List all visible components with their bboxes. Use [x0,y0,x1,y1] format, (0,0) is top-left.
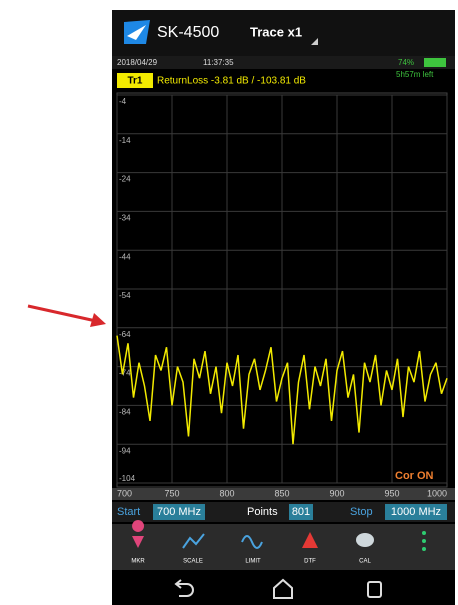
trace-name: Tr1 [127,76,142,87]
battery-icon [424,58,446,67]
stop-label: Stop [350,506,373,518]
y-tick-label: -74 [119,369,131,378]
cor-status: Cor ON [395,470,434,482]
y-tick-label: -54 [119,291,131,300]
menu-dot[interactable] [422,531,426,535]
page: {"header": {"app_name": "SK-4500", "trac… [0,0,458,605]
stop-value[interactable]: 1000 MHz [391,506,441,518]
y-tick-label: -84 [119,408,131,417]
chart-title: ReturnLoss -3.81 dB / -103.81 dB [157,76,306,87]
x-tick-label: 750 [164,488,179,498]
y-tick-label: -64 [119,330,131,339]
cal-icon[interactable] [356,533,374,547]
toolbar-label[interactable]: CAL [359,559,371,565]
y-tick-label: -34 [119,214,131,223]
x-tick-label: 900 [329,488,344,498]
status-date: 2018/04/29 [117,58,158,67]
start-value[interactable]: 700 MHz [157,506,201,518]
x-tick-label: 850 [274,488,289,498]
pointer-arrow [28,306,96,321]
x-tick-label: 700 [117,488,132,498]
toolbar-label[interactable]: SCALE [183,559,203,565]
app-name: SK-4500 [157,24,219,41]
x-tick-label: 950 [384,488,399,498]
status-battery: 74% [398,58,414,67]
x-tick-label: 1000 [427,488,447,498]
status-time: 11:37:35 [203,58,234,67]
toolbar [112,524,455,570]
menu-dot[interactable] [422,547,426,551]
points-value[interactable]: 801 [292,506,310,518]
trace-mode[interactable]: Trace x1 [250,24,302,39]
y-tick-label: -24 [119,175,131,184]
start-label: Start [117,506,140,518]
toolbar-label[interactable]: LIMIT [245,559,261,565]
y-tick-label: -94 [119,446,131,455]
points-label: Points [247,506,278,518]
toolbar-label[interactable]: DTF [304,559,316,565]
menu-dot[interactable] [422,539,426,543]
y-tick-label: -4 [119,97,127,106]
x-tick-label: 800 [219,488,234,498]
y-tick-label: -14 [119,136,131,145]
y-tick-label: -104 [119,474,136,483]
y-tick-label: -44 [119,252,131,261]
toolbar-label[interactable]: MKR [131,559,145,565]
screen: SK-4500 Trace x1 2018/04/29 11:37:35 74%… [0,0,458,605]
pointer-arrow-head [90,313,106,327]
status-battery-left: 5h57m left [396,70,434,79]
